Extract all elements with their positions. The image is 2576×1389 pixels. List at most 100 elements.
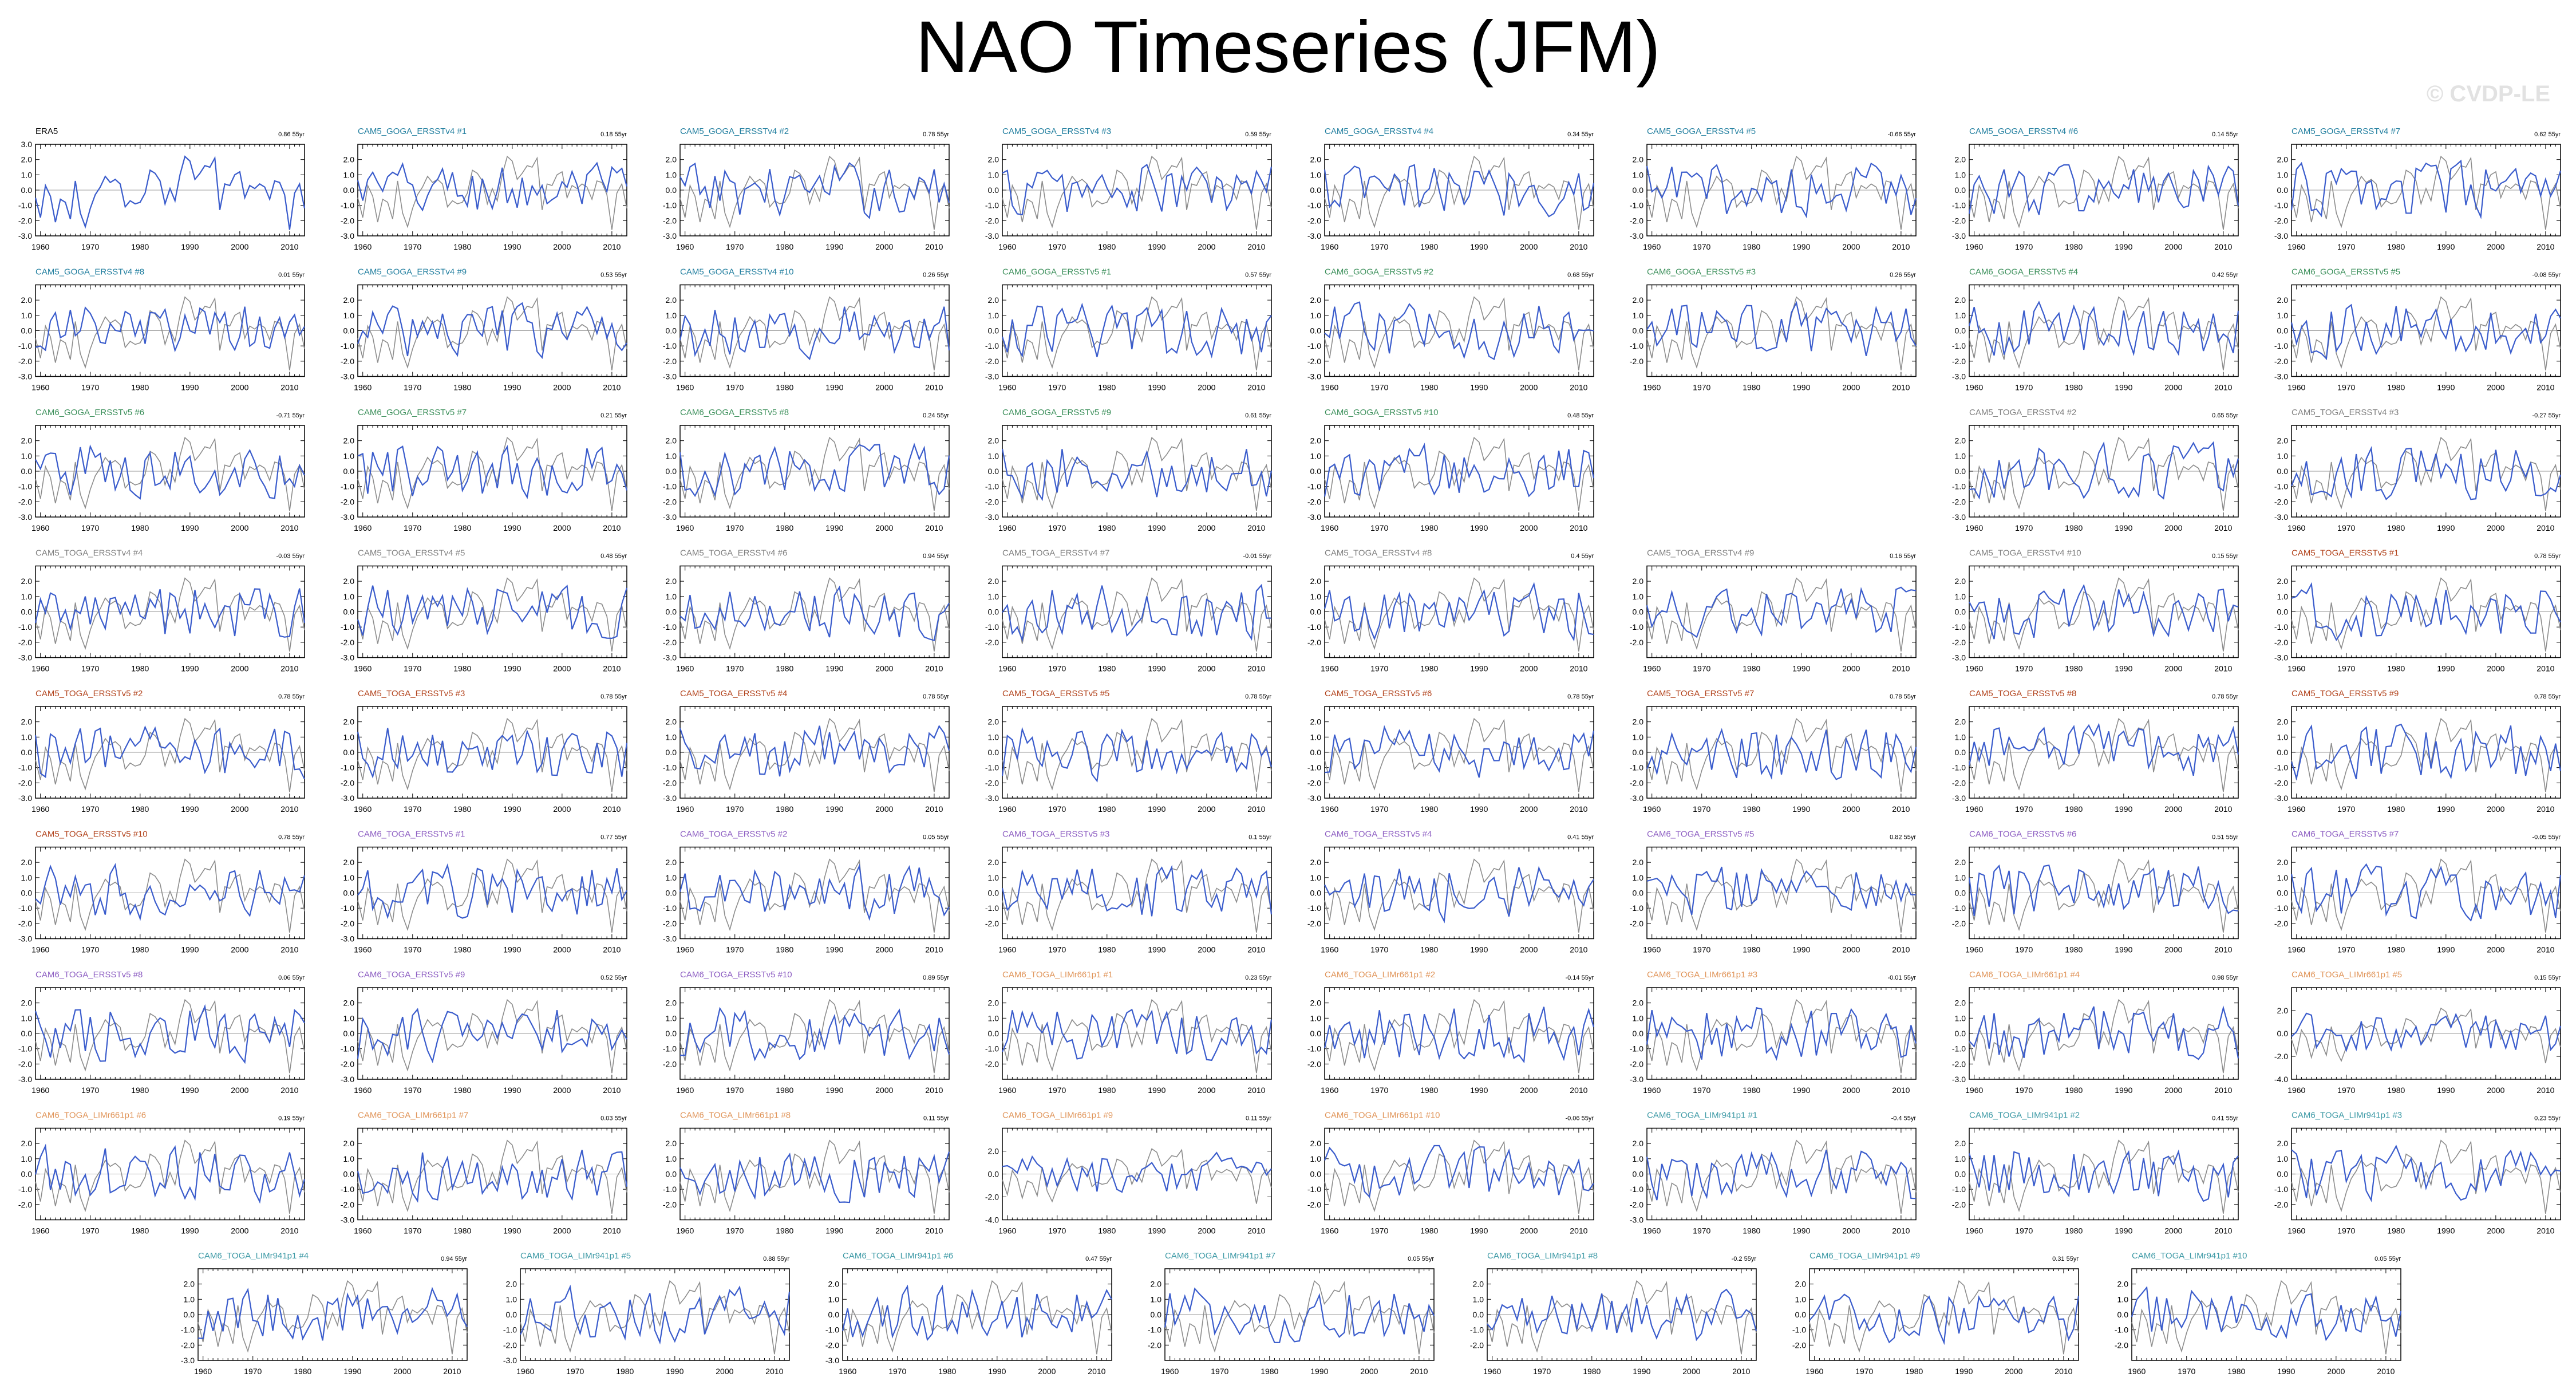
y-tick-label: -1.0	[1630, 201, 1643, 210]
y-tick-label: 2.0	[1310, 577, 1322, 586]
x-tick-label: 1980	[131, 523, 149, 532]
y-tick-label: 1.0	[2277, 170, 2289, 179]
y-tick-label: 2.0	[2277, 436, 2289, 445]
page-title: NAO Timeseries (JFM)	[0, 5, 2576, 90]
x-tick-label: 2000	[1842, 664, 1860, 673]
y-tick-label: 2.0	[1955, 577, 1966, 586]
obs-series-line	[2291, 296, 2561, 370]
y-tick-label: -1.0	[18, 622, 32, 632]
y-tick-label: -3.0	[663, 512, 677, 522]
y-tick-label: 0.0	[1633, 186, 1644, 195]
obs-series-line	[1969, 296, 2239, 370]
x-tick-label: 2010	[925, 804, 943, 814]
panel-title: CAM5_TOGA_ERSSTv5 #2	[35, 689, 143, 699]
x-tick-label: 1990	[825, 383, 843, 392]
y-tick-label: 2.0	[1955, 155, 1966, 164]
member-series-line	[679, 306, 950, 361]
y-tick-label: 2.0	[666, 436, 677, 445]
member-series-line	[1969, 583, 2239, 640]
x-tick-label: 1960	[676, 523, 694, 532]
member-series-line	[679, 162, 950, 219]
obs-series-line	[1969, 155, 2239, 230]
panel: CAM6_GOGA_ERSSTv5 #6 -0.71 55yr 2.0 1.0 0.0 -…	[18, 408, 305, 532]
x-tick-label: 1960	[1321, 523, 1338, 532]
panel-value: 0.86 55yr	[278, 131, 305, 138]
member-series-line	[679, 724, 950, 777]
x-tick-label: 1990	[825, 523, 843, 532]
x-tick-label: 1990	[2115, 383, 2132, 392]
panel: CAM5_GOGA_ERSSTv4 #6 0.14 55yr 2.0 1.0 0.0 -1…	[1952, 127, 2239, 251]
x-tick-label: 1970	[726, 804, 744, 814]
x-tick-label: 1990	[2437, 523, 2455, 532]
y-tick-label: 2.0	[343, 436, 355, 445]
y-tick-label: -1.0	[1307, 482, 1321, 491]
x-tick-label: 1970	[404, 383, 421, 392]
y-tick-label: -3.0	[1630, 231, 1643, 240]
y-tick-label: -3.0	[985, 512, 999, 522]
x-tick-label: 1970	[404, 804, 421, 814]
y-tick-label: 2.0	[1310, 155, 1322, 164]
y-tick-label: 2.0	[666, 717, 677, 727]
y-tick-label: 1.0	[21, 732, 33, 741]
x-tick-label: 1960	[1965, 242, 1983, 251]
panel-title: CAM6_GOGA_ERSSTv5 #6	[35, 408, 144, 417]
y-tick-label: -2.0	[1952, 497, 1966, 506]
y-tick-label: 2.0	[21, 577, 33, 586]
obs-series-line	[2291, 155, 2561, 230]
x-tick-label: 2010	[925, 664, 943, 673]
panel: CAM5_TOGA_ERSSTv4 #5 0.48 55yr 2.0 1.0 0.0 -1…	[341, 549, 628, 673]
panel-title: ERA5	[35, 127, 58, 136]
obs-series-line	[357, 577, 627, 652]
y-tick-label: -3.0	[341, 653, 354, 662]
y-tick-label: -2.0	[18, 638, 32, 647]
member-series-line	[1323, 164, 1595, 218]
x-tick-label: 2010	[603, 664, 621, 673]
panel-value: -0.03 55yr	[276, 553, 305, 560]
y-tick-label: -2.0	[1952, 638, 1966, 647]
y-tick-label: 1.0	[1633, 311, 1644, 320]
y-tick-label: -2.0	[1630, 357, 1643, 366]
y-tick-label: 1.0	[2277, 311, 2289, 320]
panel-value: 0.61 55yr	[1245, 412, 1271, 419]
x-tick-label: 1980	[131, 383, 149, 392]
y-tick-label: -3.0	[1307, 372, 1321, 381]
panel-value: 0.26 55yr	[1890, 272, 1916, 279]
x-tick-label: 1990	[1470, 523, 1488, 532]
panel-title: CAM5_TOGA_ERSSTv4 #4	[35, 549, 143, 558]
y-tick-label: -3.0	[1952, 512, 1966, 522]
y-tick-label: -2.0	[985, 638, 999, 647]
y-tick-label: 0.0	[21, 467, 33, 476]
panel: CAM5_GOGA_ERSSTv4 #9 0.53 55yr 2.0 1.0 0.0 -1…	[341, 267, 627, 392]
member-series-line	[2290, 303, 2561, 360]
y-tick-label: -3.0	[1952, 231, 1966, 240]
x-tick-label: 1970	[81, 523, 99, 532]
panel-title: CAM6_GOGA_ERSSTv5 #10	[1325, 408, 1438, 417]
x-tick-label: 2010	[2537, 523, 2554, 532]
x-tick-label: 2000	[1842, 242, 1860, 251]
member-series-line	[35, 444, 305, 500]
x-tick-label: 1960	[1643, 383, 1661, 392]
y-tick-label: -3.0	[18, 372, 32, 381]
x-tick-label: 1980	[131, 664, 149, 673]
x-tick-label: 1980	[2065, 664, 2083, 673]
y-tick-label: -1.0	[985, 341, 999, 350]
y-tick-label: -2.0	[1307, 638, 1321, 647]
x-tick-label: 1990	[825, 804, 843, 814]
member-series-line	[1323, 582, 1594, 642]
member-series-line	[1646, 301, 1917, 356]
y-tick-label: -1.0	[663, 482, 677, 491]
x-tick-label: 1970	[1370, 383, 1388, 392]
y-tick-label: -3.0	[1952, 372, 1966, 381]
y-tick-label: -1.0	[985, 622, 999, 632]
panel-title: CAM6_GOGA_ERSSTv5 #2	[1325, 267, 1433, 277]
panel: CAM5_TOGA_ERSSTv4 #4 -0.03 55yr 2.0 1.0 0.0 -…	[18, 549, 306, 673]
x-tick-label: 1960	[2287, 664, 2305, 673]
x-tick-label: 1990	[2437, 242, 2455, 251]
y-tick-label: 0.0	[1955, 467, 1966, 476]
x-tick-label: 2010	[1570, 664, 1587, 673]
watermark: © CVDP-LE	[2424, 81, 2550, 107]
y-tick-label: 1.0	[1310, 732, 1322, 741]
panel-value: 0.53 55yr	[600, 272, 627, 279]
x-tick-label: 1980	[1420, 383, 1438, 392]
y-tick-label: -3.0	[18, 794, 32, 803]
